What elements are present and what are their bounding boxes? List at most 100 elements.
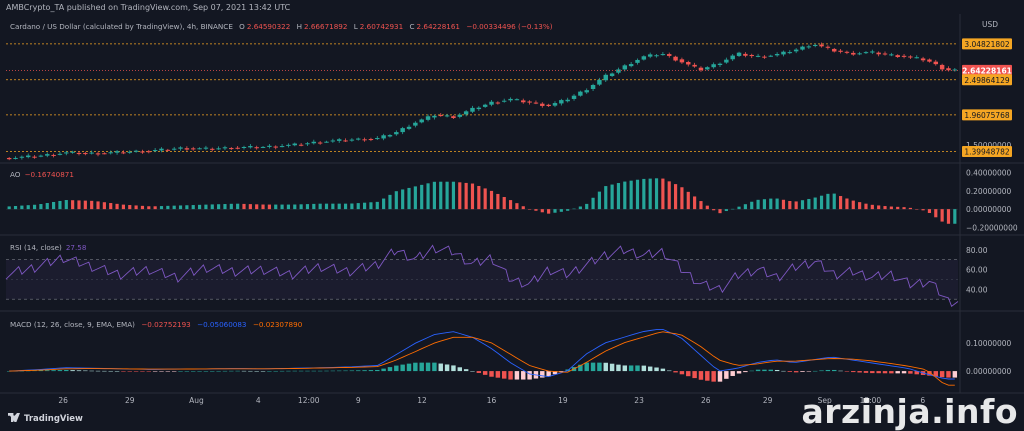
macd-hist-bar: [476, 371, 482, 373]
ao-bar: [312, 203, 316, 210]
macd-hist-bar: [787, 371, 793, 372]
macd-hist-bar: [730, 371, 735, 376]
macd-hist-bar: [159, 371, 164, 372]
macd-hist-bar: [76, 370, 82, 372]
candle: [590, 85, 596, 89]
ao-bar: [578, 206, 582, 210]
macd-hist-bar: [216, 370, 221, 372]
candle: [901, 55, 907, 57]
ao-bar: [445, 181, 449, 210]
candle: [635, 59, 640, 63]
candle: [413, 122, 418, 126]
macd-hist-bar: [825, 369, 831, 372]
candle: [165, 149, 171, 151]
macd-hist-bar: [705, 371, 710, 381]
macd-hist-bar: [927, 371, 932, 376]
watermark: arzinja.info: [801, 392, 1018, 431]
ao-bar: [45, 203, 49, 210]
candle: [140, 151, 145, 153]
macd-hist-bar: [32, 370, 37, 372]
ao-bar: [121, 204, 125, 210]
macd-hist-bar: [298, 370, 304, 372]
candle: [305, 143, 310, 145]
candle: [254, 147, 259, 149]
candle: [933, 61, 939, 65]
candle: [844, 51, 850, 53]
candle: [19, 156, 25, 158]
macd-hist-bar: [279, 370, 285, 372]
price-level-label: 1.39948782: [962, 146, 1012, 158]
ao-bar: [654, 178, 659, 210]
macd-hist-bar: [114, 371, 120, 372]
ao-bar: [261, 204, 265, 210]
candle: [667, 54, 672, 56]
candle: [476, 107, 482, 110]
ao-bar: [140, 205, 145, 210]
ao-bar: [394, 191, 398, 210]
macd-hist-bar: [774, 369, 780, 372]
ao-bar: [363, 202, 367, 210]
ao-bar: [71, 200, 75, 210]
price-label-text: 2.64228161: [962, 66, 1012, 75]
candle: [368, 139, 374, 141]
tradingview-logo-text: TradingView: [24, 414, 83, 424]
ao-bar: [902, 207, 906, 210]
time-axis-tick: 12: [417, 396, 427, 405]
ao-bar: [439, 181, 443, 210]
tradingview-logo[interactable]: TradingView: [8, 413, 83, 424]
macd-axis-tick: 0.00000000: [966, 367, 1012, 376]
ao-bar: [769, 198, 773, 210]
macd-hist-bar: [102, 370, 107, 372]
macd-hist-bar: [286, 370, 291, 372]
ao-bar: [20, 205, 24, 210]
macd-hist-bar: [140, 371, 145, 372]
publish-header: AMBCrypto_TA published on TradingView.co…: [6, 3, 291, 12]
macd-hist-bar: [762, 369, 767, 372]
macd-hist-bar: [578, 364, 583, 372]
ao-bar: [737, 206, 741, 210]
ao-bar: [572, 208, 576, 210]
ao-bar: [762, 199, 767, 210]
ao-bar: [286, 204, 291, 210]
macd-hist-bar: [724, 371, 729, 379]
candle: [349, 139, 355, 141]
ao-bar: [255, 204, 259, 210]
candle: [102, 153, 107, 155]
currency-label: USD: [981, 20, 998, 29]
candle: [533, 102, 539, 104]
macd-legend-signal: −0.05060083: [197, 320, 247, 329]
macd-hist-bar: [622, 365, 628, 372]
ao-bar: [845, 198, 849, 210]
ao-bar: [591, 197, 595, 210]
ao-bar: [147, 206, 151, 210]
candle: [286, 144, 291, 146]
ao-bar: [324, 203, 329, 210]
macd-hist-bar: [914, 371, 919, 375]
candle: [711, 64, 716, 68]
candle: [197, 148, 202, 150]
ao-bar: [343, 203, 348, 210]
candle: [806, 46, 812, 48]
candle: [679, 59, 685, 63]
candle: [114, 151, 120, 153]
ao-bar: [515, 203, 519, 210]
ao-bar: [718, 209, 722, 214]
macd-hist-bar: [165, 371, 171, 372]
macd-hist-bar: [495, 371, 501, 378]
candle: [279, 146, 285, 148]
ao-bar: [915, 209, 919, 210]
candle: [863, 52, 869, 54]
macd-hist-bar: [457, 367, 463, 372]
rsi-legend: RSI (14, close) 27.58: [10, 243, 86, 252]
ao-bar: [102, 202, 106, 210]
macd-hist-bar: [889, 371, 894, 374]
ao-bar: [426, 183, 430, 210]
ao-bar: [813, 197, 817, 210]
change-value: −0.00334496 (−0.13%): [466, 22, 553, 31]
macd-hist-bar: [743, 371, 748, 373]
candle: [736, 52, 742, 56]
ao-bar: [648, 178, 652, 210]
macd-hist-bar: [660, 368, 666, 372]
macd-hist-bar: [57, 370, 63, 372]
